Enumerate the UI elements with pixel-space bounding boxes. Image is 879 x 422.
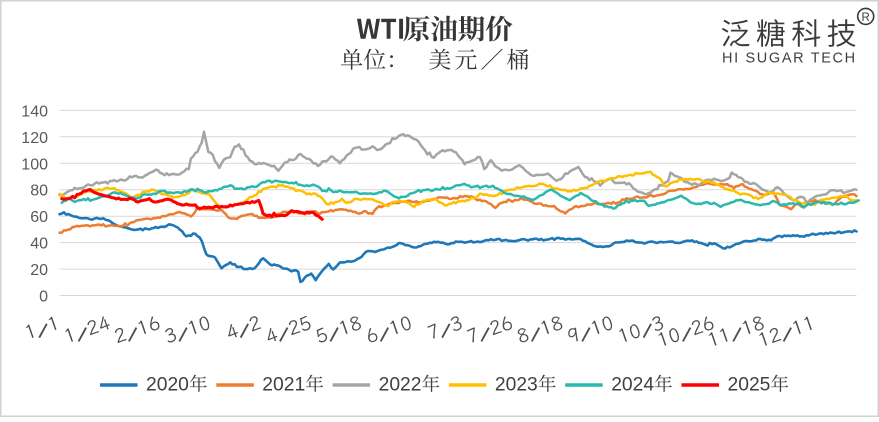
svg-text:R: R bbox=[862, 12, 870, 24]
svg-text:60: 60 bbox=[30, 209, 48, 226]
svg-text:0: 0 bbox=[39, 289, 48, 306]
svg-text:2023: 2023 bbox=[495, 375, 538, 396]
svg-text:2024: 2024 bbox=[611, 375, 654, 396]
svg-text:HI SUGAR TECH: HI SUGAR TECH bbox=[722, 51, 857, 67]
svg-text:2025: 2025 bbox=[728, 375, 771, 396]
svg-text:100: 100 bbox=[21, 156, 48, 173]
svg-text:2020: 2020 bbox=[146, 375, 189, 396]
svg-text:40: 40 bbox=[30, 236, 48, 253]
svg-text:140: 140 bbox=[21, 103, 48, 120]
svg-text:20: 20 bbox=[30, 262, 48, 279]
svg-text:80: 80 bbox=[30, 183, 48, 200]
svg-text:120: 120 bbox=[21, 130, 48, 147]
svg-text:2021: 2021 bbox=[262, 375, 305, 396]
svg-text:2022: 2022 bbox=[379, 375, 422, 396]
